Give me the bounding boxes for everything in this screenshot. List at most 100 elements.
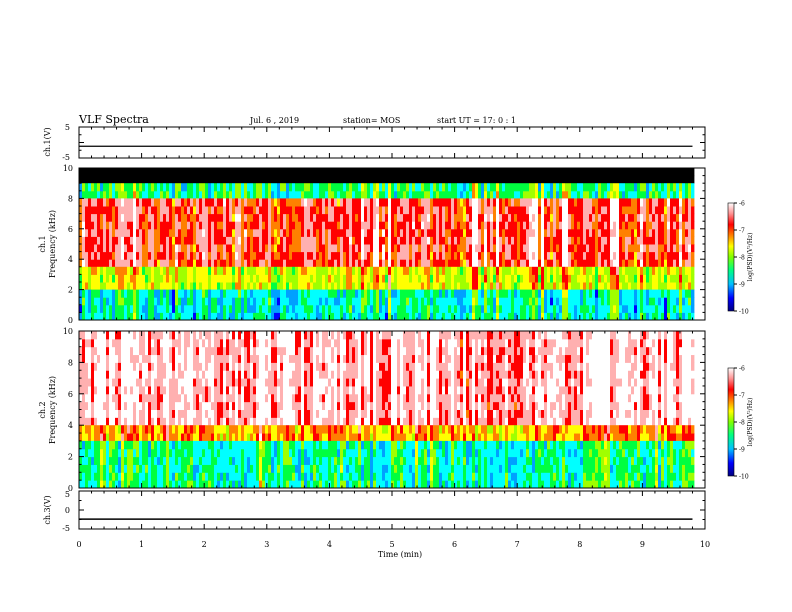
spectrogram-cell — [394, 259, 398, 268]
spectrogram-cell — [469, 213, 473, 222]
spectrogram-cell — [496, 175, 500, 184]
spectrogram-cell — [508, 312, 512, 320]
spectrogram-cell — [151, 433, 155, 442]
spectrogram-cell — [127, 362, 131, 371]
spectrogram-cell — [331, 282, 335, 291]
spectrogram-cell — [691, 244, 695, 253]
spectrogram-cell — [691, 274, 695, 283]
spectrogram-cell — [514, 304, 518, 313]
spectrogram-cell — [115, 346, 119, 356]
spectrogram-cell — [184, 282, 188, 291]
spectrogram-cell — [214, 259, 218, 268]
spectrogram-cell — [220, 221, 224, 230]
spectrogram-cell — [148, 362, 152, 371]
spectrogram-cell — [379, 213, 383, 222]
spectrogram-cell — [661, 244, 665, 253]
spectrogram-cell — [124, 440, 128, 450]
spectrogram-cell — [448, 175, 452, 184]
spectrogram-cell — [178, 251, 182, 260]
spectrogram-cell — [163, 274, 167, 283]
spectrogram-cell — [328, 289, 332, 298]
spectrogram-cell — [475, 190, 479, 199]
spectrogram-cell — [367, 236, 371, 245]
spectrogram-cell — [511, 289, 515, 298]
spectrogram-cell — [184, 198, 188, 207]
spectrogram-cell — [550, 259, 554, 268]
spectrogram-cell — [88, 274, 92, 283]
spectrogram-cell — [226, 183, 230, 192]
spectrogram-cell — [133, 331, 137, 340]
ch1-colorbar-label: log(PSD)(V²/Hz) — [747, 233, 754, 282]
spectrogram-cell — [397, 244, 401, 253]
spectrogram-cell — [178, 289, 182, 298]
spectrogram-cell — [439, 175, 443, 184]
spectrogram-cell — [79, 331, 83, 340]
spectrogram-cell — [79, 289, 83, 298]
spectrogram-cell — [121, 464, 125, 473]
spectrogram-cell — [187, 251, 191, 260]
spectrogram-cell — [316, 259, 320, 268]
spectrogram-cell — [637, 244, 641, 253]
spectrogram-cell — [169, 409, 173, 418]
spectrogram-cell — [142, 385, 146, 395]
spectrogram-cell — [121, 393, 125, 403]
spectrogram-cell — [568, 266, 572, 275]
spectrogram-cell — [277, 213, 281, 222]
spectrogram-cell — [586, 236, 590, 245]
spectrogram-cell — [451, 274, 455, 283]
spectrogram-cell — [370, 198, 374, 207]
spectrogram-cell — [283, 198, 287, 207]
spectrogram-cell — [574, 228, 578, 237]
spectrogram-cell — [679, 266, 683, 275]
spectrogram-cell — [562, 236, 566, 245]
spectrogram-cell — [424, 289, 428, 298]
spectrogram-cell — [82, 190, 86, 199]
spectrogram-cell — [679, 304, 683, 313]
spectrogram-cell — [193, 236, 197, 245]
spectrogram-cell — [604, 289, 608, 298]
spectrogram-cell — [133, 236, 137, 245]
spectrogram-cell — [154, 175, 158, 184]
spectrogram-cell — [658, 190, 662, 199]
spectrogram-cell — [322, 236, 326, 245]
spectrogram-cell — [250, 221, 254, 230]
spectrogram-cell — [118, 433, 122, 442]
spectrogram-cell — [133, 409, 137, 418]
spectrogram-cell — [685, 228, 689, 237]
spectrogram-cell — [373, 274, 377, 283]
spectrogram-cell — [175, 236, 179, 245]
spectrogram-cell — [91, 312, 95, 320]
spectrogram-cell — [535, 251, 539, 260]
spectrogram-cell — [124, 417, 128, 426]
spectrogram-cell — [430, 297, 434, 306]
spectrogram-cell — [556, 221, 560, 230]
spectrogram-cell — [106, 433, 110, 442]
spectrogram-cell — [307, 282, 311, 291]
spectrogram-cell — [301, 190, 305, 199]
spectrogram-cell — [685, 221, 689, 230]
spectrogram-cell — [385, 175, 389, 184]
spectrogram-cell — [517, 259, 521, 268]
spectrogram-cell — [655, 266, 659, 275]
spectrogram-cell — [586, 312, 590, 320]
spectrogram-cell — [256, 266, 260, 275]
spectrogram-cell — [121, 370, 125, 379]
spectrogram-cell — [190, 228, 194, 237]
spectrogram-cell — [610, 183, 614, 192]
spectrogram-cell — [484, 213, 488, 222]
spectrogram-cell — [604, 312, 608, 320]
spectrogram-cell — [607, 228, 611, 237]
spectrogram-cell — [145, 198, 149, 207]
spectrogram-cell — [619, 312, 623, 320]
spectrogram-cell — [505, 228, 509, 237]
spectrogram-cell — [88, 259, 92, 268]
spectrogram-cell — [136, 274, 140, 283]
spectrogram-cell — [100, 385, 104, 395]
spectrogram-cell — [484, 244, 488, 253]
spectrogram-cell — [97, 472, 101, 481]
spectrogram-cell — [187, 206, 191, 215]
spectrogram-cell — [100, 417, 104, 426]
spectrogram-cell — [199, 175, 203, 184]
spectrogram-cell — [655, 183, 659, 192]
spectrogram-cell — [544, 289, 548, 298]
